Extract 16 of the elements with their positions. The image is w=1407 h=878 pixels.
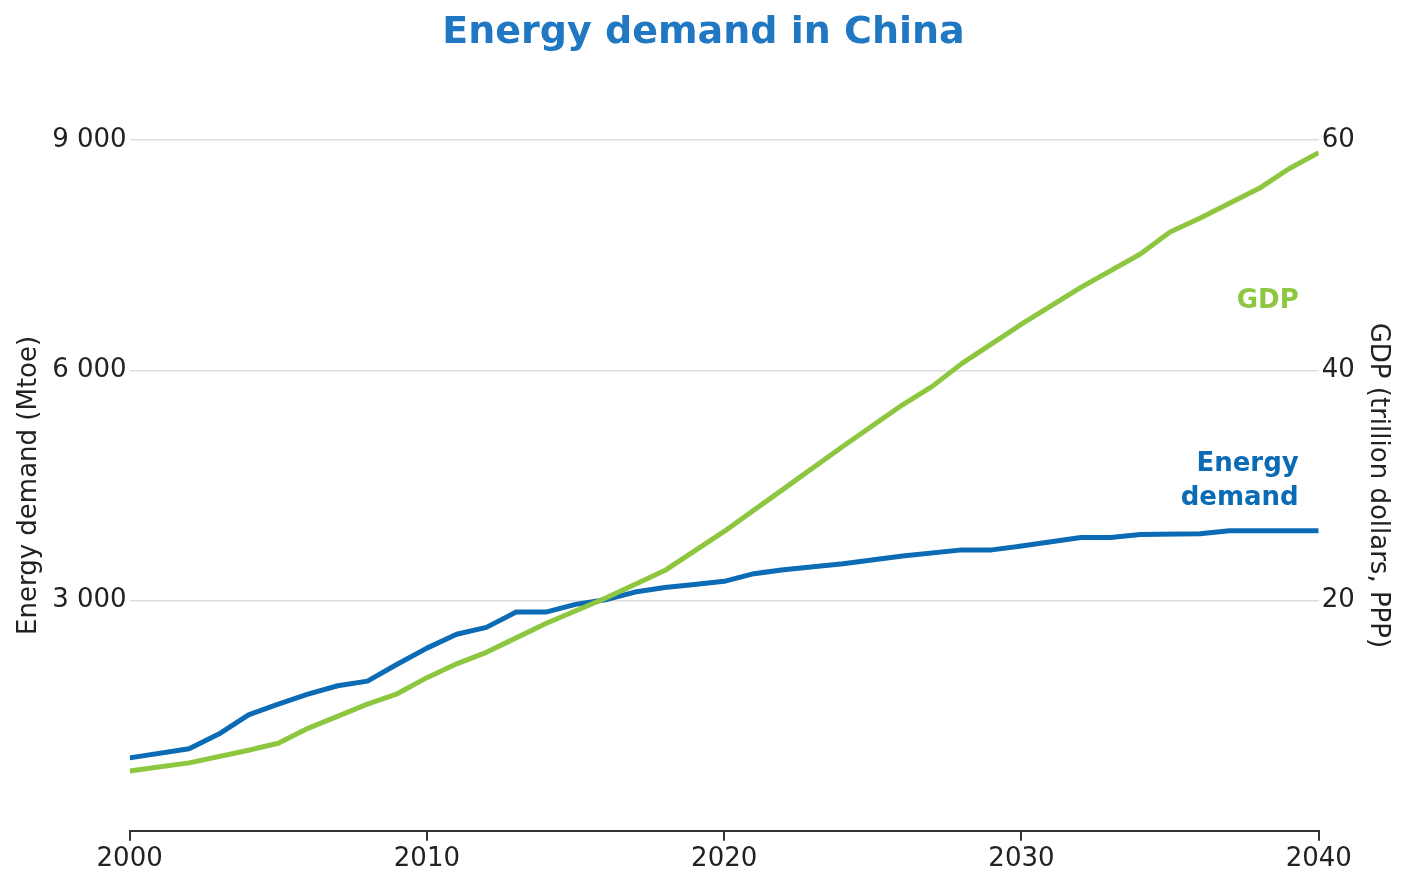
chart-title: Energy demand in China	[441, 8, 966, 52]
x-tick-label: 2020	[691, 842, 758, 873]
text: GDP	[1236, 284, 1299, 315]
x-tick-label: 2000	[96, 842, 163, 873]
y-tick-label: 3 000	[52, 583, 127, 614]
y-axis-title: Energy demand (Mtoe)	[12, 335, 43, 635]
series-label: Energy demand	[1180, 446, 1299, 511]
y2-tick-label: 60	[1321, 122, 1355, 153]
x-tick-label: 2040	[1285, 842, 1352, 873]
y2-tick-label: 20	[1321, 583, 1355, 614]
x-tick-label: 2030	[988, 842, 1055, 873]
y2-tick-label: 40	[1321, 353, 1355, 384]
y-tick-label: 6 000	[52, 353, 127, 384]
y2-axis-title: GDP (trillion dollars, PPP)	[1364, 322, 1395, 649]
y-tick-label: 9 000	[52, 122, 127, 153]
x-tick-label: 2010	[393, 842, 460, 873]
